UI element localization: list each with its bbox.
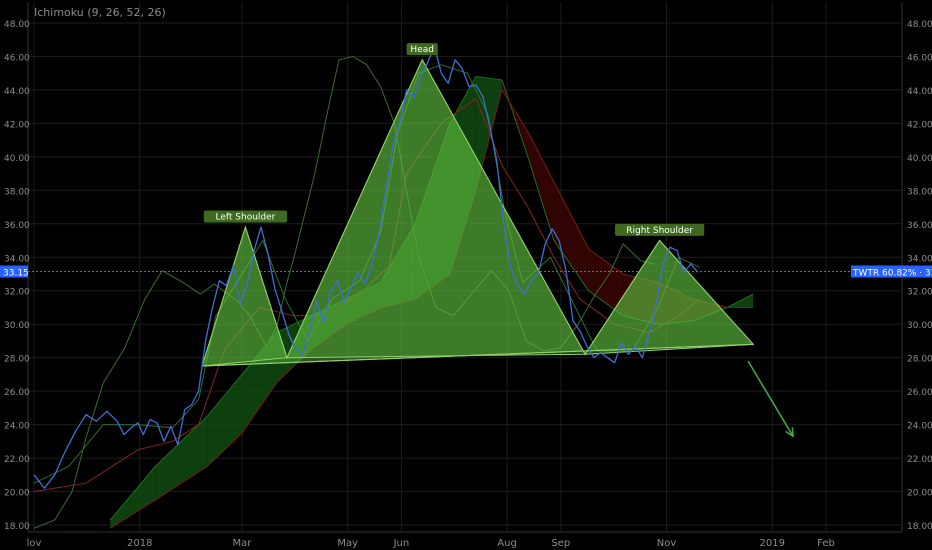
pattern-label: Right Shoulder: [626, 226, 693, 236]
kumo-segment: [475, 76, 502, 191]
x-tick-label: May: [337, 538, 358, 549]
y-tick-label-right: 42.00: [907, 120, 932, 130]
head-triangle: [286, 58, 586, 359]
kumo-segment: [657, 282, 693, 325]
indicator-lines: [33, 55, 700, 529]
symbol-badge: [851, 265, 932, 278]
price-badge-left-text: 33.15: [3, 268, 29, 278]
x-tick-label: 2018: [127, 538, 152, 549]
pattern-label: Left Shoulder: [215, 212, 275, 222]
lagging-span: [33, 55, 655, 529]
y-tick-label-right: 24.00: [907, 422, 932, 432]
x-tick-label: Sep: [551, 538, 570, 549]
kumo-segment: [449, 76, 476, 274]
kumo-segment: [242, 332, 277, 433]
y-tick-label-left: 28.00: [4, 355, 30, 365]
x-tick-label: Feb: [817, 538, 835, 549]
pattern-label: Head: [410, 45, 434, 55]
y-tick-label-left: 26.00: [4, 388, 30, 398]
y-tick-label-left: 22.00: [4, 455, 30, 465]
y-tick-label-left: 24.00: [4, 422, 30, 432]
left-shoulder-triangle: [201, 225, 288, 367]
base-line: [33, 97, 700, 492]
kumo-segment: [527, 131, 554, 241]
x-tick-label: Mar: [233, 538, 253, 549]
x-tick-label: 2019: [760, 538, 785, 549]
x-tick-label: Aug: [497, 538, 517, 549]
projection-arrow-head: [785, 427, 794, 438]
conversion-line: [33, 64, 700, 484]
kumo-cloud: [109, 75, 754, 529]
kumo-segment: [110, 466, 156, 529]
price-line-layer: [28, 45, 902, 489]
y-tick-label-right: 30.00: [907, 321, 932, 331]
leading-span-b: [110, 88, 754, 529]
pattern-label-bg: [203, 210, 288, 223]
y-tick-label-right: 40.00: [907, 154, 932, 164]
y-tick-label-left: 34.00: [4, 254, 30, 264]
right-shoulder-triangle: [584, 239, 755, 355]
kumo-segment: [623, 274, 658, 325]
neckline: [202, 343, 754, 367]
kumo-segment: [345, 282, 381, 325]
indicator-title: Ichimoku (9, 26, 52, 26): [34, 6, 166, 19]
kumo-segment: [380, 223, 416, 308]
y-tick-label-left: 36.00: [4, 221, 30, 231]
y-tick-label-right: 22.00: [907, 455, 932, 465]
pattern-label-bg: [406, 43, 438, 56]
y-tick-label-right: 34.00: [907, 254, 932, 264]
kumo-segment: [553, 182, 589, 291]
kumo-segment: [276, 315, 312, 383]
y-tick-label-right: 32.00: [907, 288, 932, 298]
x-tick-label: Nov: [657, 538, 677, 549]
y-tick-label-left: 40.00: [4, 154, 30, 164]
y-tick-label-left: 46.00: [4, 53, 30, 63]
pattern-label-bg: [615, 223, 705, 236]
y-tick-label-right: 36.00: [907, 221, 932, 231]
y-tick-label-left: 20.00: [4, 489, 30, 499]
y-tick-label-left: 48.00: [4, 20, 30, 30]
price-badge-left: [0, 265, 28, 278]
y-tick-label-right: 46.00: [907, 53, 932, 63]
y-tick-label-right: 48.00: [907, 20, 932, 30]
symbol-badge-text: TWTR 60.82% · 33.15: [852, 268, 932, 278]
price-line: [33, 45, 699, 489]
kumo-segment: [588, 248, 624, 316]
y-tick-label-right: 28.00: [907, 355, 932, 365]
pattern-labels: Left Shoulder Head Right Shoulder: [203, 43, 705, 236]
x-tick-label: Jun: [393, 538, 410, 549]
y-tick-label-left: 30.00: [4, 321, 30, 331]
y-tick-label-right: 18.00: [907, 522, 932, 532]
y-tick-label-right: 38.00: [907, 187, 932, 197]
y-tick-label-left: 18.00: [4, 522, 30, 532]
y-tick-label-right: 26.00: [907, 388, 932, 398]
y-tick-label-left: 38.00: [4, 187, 30, 197]
y-tick-label-left: 44.00: [4, 87, 30, 97]
head-and-shoulders-pattern: [201, 58, 794, 438]
y-tick-label-right: 20.00: [907, 489, 932, 499]
y-tick-label-left: 42.00: [4, 120, 30, 130]
y-tick-label-left: 32.00: [4, 288, 30, 298]
kumo-segment: [207, 374, 242, 467]
indicator-name: Ichimoku: [34, 6, 84, 19]
projection-arrow-shaft: [747, 360, 794, 437]
kumo-segment: [415, 123, 450, 300]
kumo-segment: [155, 416, 208, 500]
y-tick-label-right: 44.00: [907, 87, 932, 97]
indicator-params: (9, 26, 52, 26): [87, 6, 166, 19]
x-tick-label: lov: [27, 538, 42, 549]
kumo-segment: [692, 299, 728, 321]
